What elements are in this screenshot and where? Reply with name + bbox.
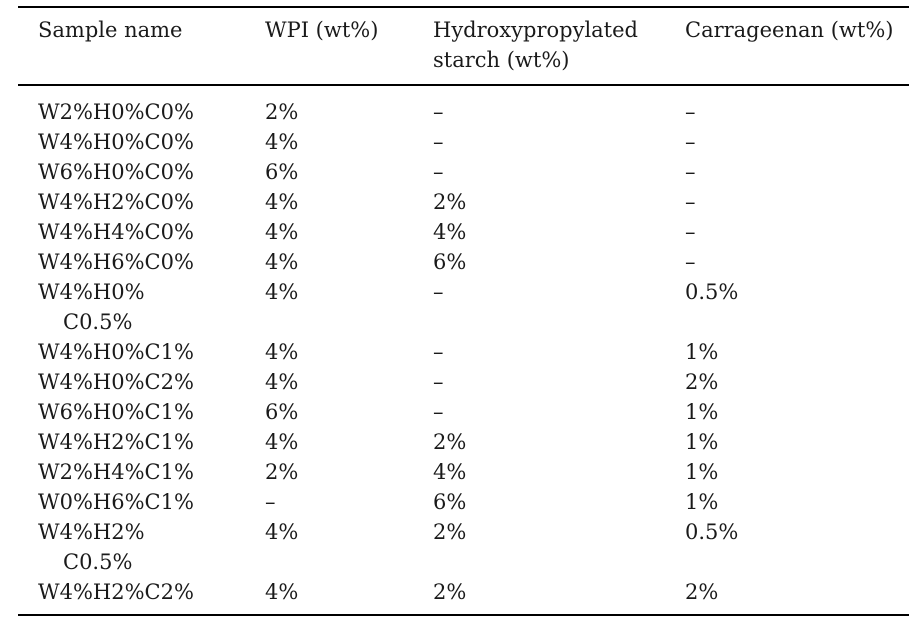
table-row: W2%H4%C1% 2% 4% 1% [18, 457, 909, 487]
column-header-starch: Hydroxypropylated starch (wt%) [433, 7, 685, 86]
table-row: W4%H0%C0% 4% – – [18, 127, 909, 157]
carrageenan-value-cell: 0.5% [685, 280, 739, 304]
starch-value-cell: – [433, 370, 444, 394]
sample-name-cell: W4%H0%C1% [38, 340, 194, 364]
wpi-value-cell: 2% [265, 100, 299, 124]
starch-value-cell: – [433, 100, 444, 124]
table-row: W4%H0% C0.5% 4% – 0.5% [18, 277, 909, 337]
table-row: W4%H0%C2% 4% – 2% [18, 367, 909, 397]
sample-name-cell: W6%H0%C0% [38, 160, 194, 184]
starch-value-cell: 2% [433, 520, 467, 544]
table-row: W0%H6%C1% – 6% 1% [18, 487, 909, 517]
wpi-value-cell: 2% [265, 460, 299, 484]
starch-value-cell: 6% [433, 490, 467, 514]
table-row: W4%H2%C0% 4% 2% – [18, 187, 909, 217]
table-row: W4%H4%C0% 4% 4% – [18, 217, 909, 247]
table-row: W4%H2%C2% 4% 2% 2% [18, 577, 909, 615]
carrageenan-value-cell: 1% [685, 430, 719, 454]
starch-value-cell: – [433, 400, 444, 424]
starch-value-cell: 4% [433, 220, 467, 244]
sample-name-cell: W4%H0% C0.5% [38, 280, 145, 334]
wpi-value-cell: 4% [265, 130, 299, 154]
column-header-wpi: WPI (wt%) [265, 7, 433, 86]
sample-name-cell: W4%H6%C0% [38, 250, 194, 274]
table-row: W4%H2% C0.5% 4% 2% 0.5% [18, 517, 909, 577]
carrageenan-value-cell: 0.5% [685, 520, 739, 544]
header-row: Sample name WPI (wt%) Hydroxypropylated … [18, 7, 909, 86]
carrageenan-value-cell: – [685, 100, 696, 124]
wpi-value-cell: 4% [265, 340, 299, 364]
sample-name-cell: W2%H0%C0% [38, 100, 194, 124]
table-row: W4%H6%C0% 4% 6% – [18, 247, 909, 277]
starch-value-cell: – [433, 280, 444, 304]
carrageenan-value-cell: 1% [685, 400, 719, 424]
table-body: W2%H0%C0% 2% – – W4%H0%C0% 4% – – W6%H0%… [18, 85, 909, 615]
carrageenan-value-cell: – [685, 220, 696, 244]
column-header-sample-name: Sample name [18, 7, 265, 86]
sample-name-cell: W4%H0%C0% [38, 130, 194, 154]
wpi-value-cell: 4% [265, 190, 299, 214]
carrageenan-value-cell: 1% [685, 340, 719, 364]
wpi-value-cell: 4% [265, 370, 299, 394]
wpi-value-cell: 4% [265, 280, 299, 304]
carrageenan-value-cell: 1% [685, 460, 719, 484]
sample-name-cell: W4%H4%C0% [38, 220, 194, 244]
column-header-carrageenan: Carrageenan (wt%) [685, 7, 909, 86]
carrageenan-value-cell: – [685, 250, 696, 274]
sample-name-cell: W4%H2%C1% [38, 430, 194, 454]
wpi-value-cell: 6% [265, 160, 299, 184]
wpi-value-cell: 4% [265, 520, 299, 544]
table-row: W6%H0%C1% 6% – 1% [18, 397, 909, 427]
carrageenan-value-cell: – [685, 190, 696, 214]
starch-value-cell: 2% [433, 580, 467, 604]
wpi-value-cell: 6% [265, 400, 299, 424]
wpi-value-cell: 4% [265, 430, 299, 454]
sample-name-cell: W4%H2%C0% [38, 190, 194, 214]
wpi-value-cell: 4% [265, 220, 299, 244]
starch-value-cell: – [433, 340, 444, 364]
carrageenan-value-cell: 2% [685, 370, 719, 394]
starch-value-cell: – [433, 130, 444, 154]
carrageenan-value-cell: 1% [685, 490, 719, 514]
starch-value-cell: 6% [433, 250, 467, 274]
sample-name-cell: W2%H4%C1% [38, 460, 194, 484]
starch-value-cell: 2% [433, 430, 467, 454]
wpi-value-cell: – [265, 490, 276, 514]
wpi-value-cell: 4% [265, 580, 299, 604]
table-row: W4%H0%C1% 4% – 1% [18, 337, 909, 367]
starch-value-cell: 2% [433, 190, 467, 214]
wpi-value-cell: 4% [265, 250, 299, 274]
table-header: Sample name WPI (wt%) Hydroxypropylated … [18, 7, 909, 86]
sample-name-cell: W4%H2%C2% [38, 580, 194, 604]
sample-name-cell: W4%H0%C2% [38, 370, 194, 394]
starch-value-cell: – [433, 160, 444, 184]
sample-composition-table: Sample name WPI (wt%) Hydroxypropylated … [18, 6, 909, 616]
table-row: W2%H0%C0% 2% – – [18, 85, 909, 127]
sample-name-cell: W0%H6%C1% [38, 490, 194, 514]
sample-name-cell: W6%H0%C1% [38, 400, 194, 424]
carrageenan-value-cell: – [685, 130, 696, 154]
starch-value-cell: 4% [433, 460, 467, 484]
sample-name-cell: W4%H2% C0.5% [38, 520, 145, 574]
carrageenan-value-cell: – [685, 160, 696, 184]
table-row: W6%H0%C0% 6% – – [18, 157, 909, 187]
table-row: W4%H2%C1% 4% 2% 1% [18, 427, 909, 457]
carrageenan-value-cell: 2% [685, 580, 719, 604]
